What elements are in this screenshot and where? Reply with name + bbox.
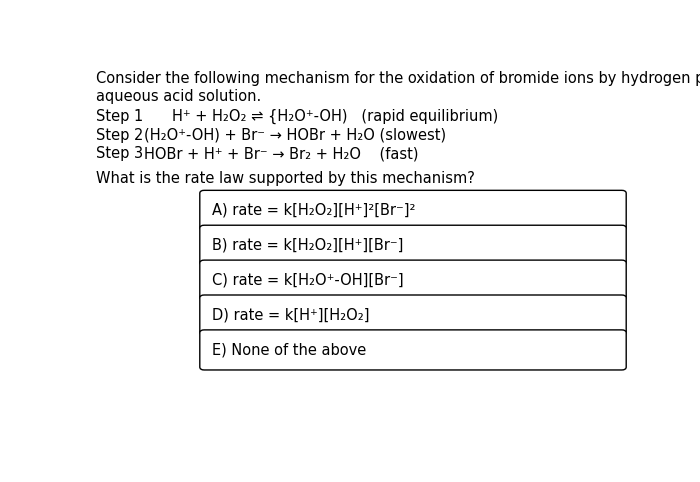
Text: D) rate = k[H⁺][H₂O₂]: D) rate = k[H⁺][H₂O₂]: [212, 308, 370, 322]
Text: What is the rate law supported by this mechanism?: What is the rate law supported by this m…: [96, 171, 475, 186]
Text: C) rate = k[H₂O⁺-OH][Br⁻]: C) rate = k[H₂O⁺-OH][Br⁻]: [212, 273, 404, 288]
Text: aqueous acid solution.: aqueous acid solution.: [96, 89, 261, 105]
FancyBboxPatch shape: [199, 295, 626, 335]
Text: H⁺ + H₂O₂ ⇌ {H₂O⁺-OH)   (rapid equilibrium): H⁺ + H₂O₂ ⇌ {H₂O⁺-OH) (rapid equilibrium…: [172, 109, 498, 124]
FancyBboxPatch shape: [199, 190, 626, 230]
Text: HOBr + H⁺ + Br⁻ → Br₂ + H₂O    (fast): HOBr + H⁺ + Br⁻ → Br₂ + H₂O (fast): [144, 146, 419, 161]
Text: B) rate = k[H₂O₂][H⁺][Br⁻]: B) rate = k[H₂O₂][H⁺][Br⁻]: [212, 238, 404, 253]
Text: (H₂O⁺-OH) + Br⁻ → HOBr + H₂O (slowest): (H₂O⁺-OH) + Br⁻ → HOBr + H₂O (slowest): [144, 128, 447, 143]
Text: A) rate = k[H₂O₂][H⁺]²[Br⁻]²: A) rate = k[H₂O₂][H⁺]²[Br⁻]²: [212, 203, 416, 218]
Text: Consider the following mechanism for the oxidation of bromide ions by hydrogen p: Consider the following mechanism for the…: [96, 71, 700, 86]
Text: Step 2: Step 2: [96, 128, 143, 143]
FancyBboxPatch shape: [199, 260, 626, 300]
Text: Step 3: Step 3: [96, 146, 143, 161]
FancyBboxPatch shape: [199, 225, 626, 265]
Text: E) None of the above: E) None of the above: [212, 342, 367, 358]
FancyBboxPatch shape: [199, 330, 626, 370]
Text: Step 1: Step 1: [96, 109, 143, 124]
